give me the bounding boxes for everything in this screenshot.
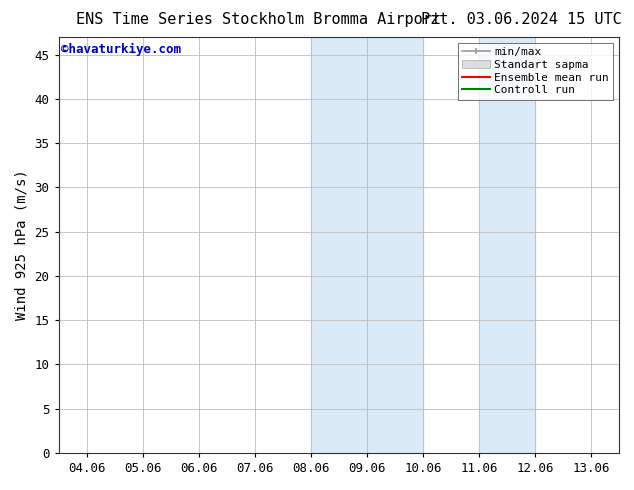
Bar <box>311 37 423 453</box>
Bar <box>479 37 535 453</box>
Legend: min/max, Standart sapma, Ensemble mean run, Controll run: min/max, Standart sapma, Ensemble mean r… <box>458 43 614 100</box>
Y-axis label: Wind 925 hPa (m/s): Wind 925 hPa (m/s) <box>15 170 29 320</box>
Text: ENS Time Series Stockholm Bromma Airport: ENS Time Series Stockholm Bromma Airport <box>76 12 441 27</box>
Text: ©havaturkiye.com: ©havaturkiye.com <box>61 43 181 56</box>
Text: Pzt. 03.06.2024 15 UTC: Pzt. 03.06.2024 15 UTC <box>420 12 621 27</box>
